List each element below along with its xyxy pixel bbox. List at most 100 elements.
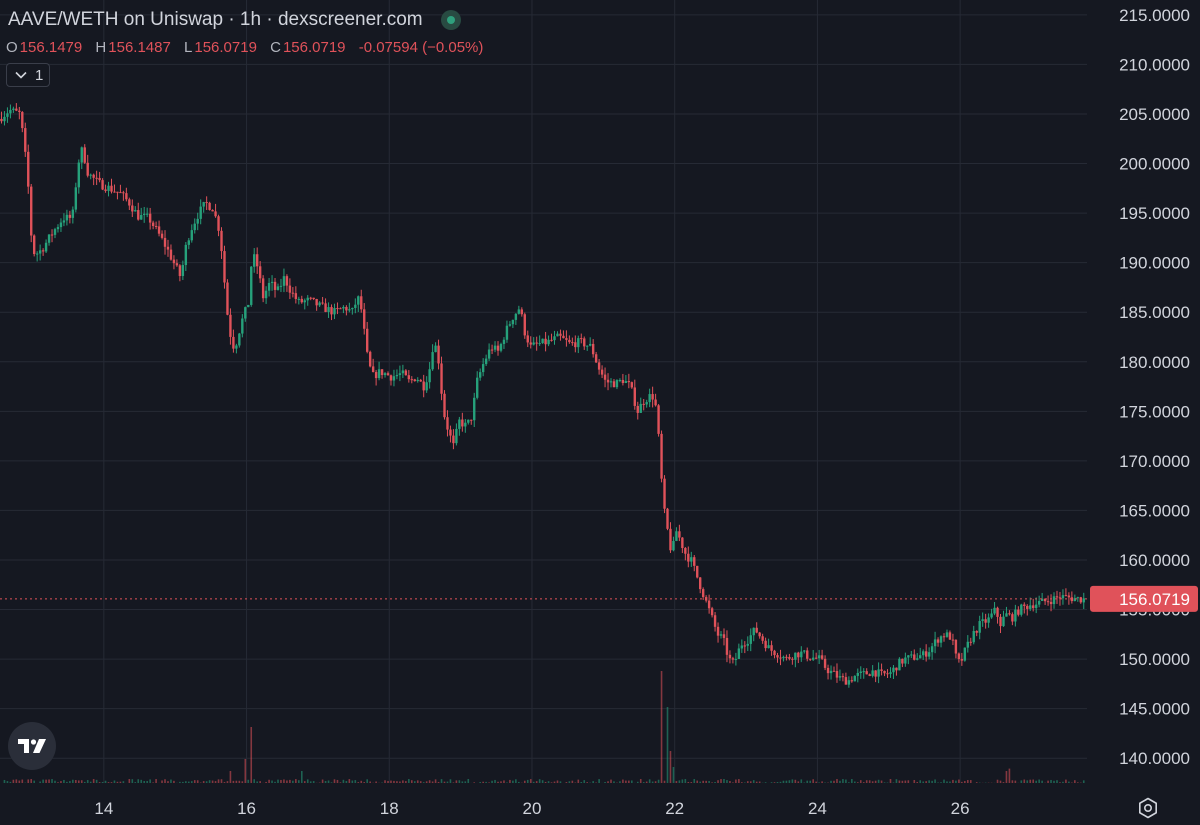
candle-body [294, 293, 298, 300]
series-collapse-button[interactable]: 1 [6, 63, 50, 87]
candle-body [823, 658, 827, 668]
volume-bar [455, 780, 458, 783]
candle-body [98, 177, 101, 181]
volume-bar [717, 780, 719, 783]
candle-body [624, 381, 628, 384]
volume-bar [45, 779, 47, 783]
candle-body [811, 657, 815, 660]
candle-body [755, 627, 758, 633]
volume-bar [428, 780, 431, 783]
candle-body [1005, 613, 1008, 617]
candle-body [377, 369, 381, 379]
candle-body [53, 229, 57, 235]
volume-bar [503, 780, 505, 783]
candle-body [487, 349, 491, 359]
candle-body [32, 235, 36, 255]
candle-body [669, 528, 672, 551]
candle-body [258, 266, 262, 279]
candle-body [969, 641, 972, 643]
volume-bar [211, 780, 214, 783]
candle-body [829, 670, 833, 674]
volume-bar [437, 781, 440, 783]
candle-body [416, 379, 419, 382]
time-axis[interactable]: 14 16 18 20 22 24 26 [94, 799, 969, 818]
candle-body [633, 387, 636, 406]
candle-body [758, 632, 761, 637]
volume-bar [303, 781, 306, 783]
volume-bar [604, 782, 606, 783]
volume-bar [39, 781, 41, 783]
candle-body [217, 216, 220, 231]
volume-bar [518, 781, 520, 783]
x-tick-label: 24 [808, 799, 827, 818]
volume-bar [830, 780, 832, 783]
volume-bar [889, 779, 892, 783]
chart-title-row: AAVE/WETH on Uniswap · 1h · dexscreener.… [8, 9, 461, 31]
volume-bar [934, 779, 936, 783]
candle-body [713, 615, 717, 627]
candle-body [166, 246, 170, 250]
volume-bar [862, 782, 865, 783]
volume-bar [779, 781, 782, 783]
candle-body [502, 339, 506, 344]
volume-bar [375, 781, 377, 783]
candle-body [627, 381, 631, 383]
candle-body [678, 531, 681, 538]
volume-bar [1026, 780, 1029, 783]
candle-body [1014, 609, 1017, 622]
candle-body [175, 263, 179, 266]
candle-body [1058, 597, 1062, 599]
volume-bar [613, 781, 615, 783]
volume-bar [639, 779, 642, 783]
candle-body [921, 651, 925, 656]
x-tick-label: 14 [94, 799, 113, 818]
volume-bar [348, 779, 351, 783]
volume-bar [702, 780, 704, 783]
candle-body [794, 652, 797, 660]
volume-bar [883, 782, 886, 783]
volume-bar [684, 779, 687, 783]
volume-bar [146, 780, 148, 783]
candle-body [597, 362, 601, 370]
y-tick-label: 195.0000 [1119, 204, 1190, 223]
candle-body [838, 676, 842, 678]
chart-settings-icon[interactable] [1136, 796, 1160, 820]
candle-body [520, 309, 524, 315]
volume-bar [672, 767, 675, 783]
price-axis[interactable]: 140.0000145.0000150.0000155.0000160.0000… [1119, 6, 1190, 768]
candle-body [556, 333, 559, 337]
candle-body [395, 374, 399, 377]
candle-body [270, 281, 274, 283]
tradingview-logo-icon[interactable] [8, 722, 56, 770]
volume-bar [363, 782, 366, 783]
candle-body [496, 345, 500, 351]
candle-body [663, 478, 666, 509]
candle-body [990, 613, 993, 618]
volume-bar [651, 781, 654, 783]
volume-bar [185, 781, 187, 783]
candle-body [65, 214, 69, 221]
volume-bar [586, 782, 589, 783]
candle-body [517, 309, 521, 314]
candle-body [687, 553, 690, 562]
candle-body [273, 281, 277, 290]
candle-body [68, 214, 72, 218]
volume-bar [321, 779, 324, 783]
candle-body [1011, 614, 1014, 622]
candle-body [74, 187, 78, 210]
candle-body [954, 639, 958, 654]
volume-bar [776, 782, 779, 783]
candle-body [327, 307, 330, 313]
volume-bar [384, 780, 386, 783]
volume-bar [366, 779, 368, 783]
volume-bar [1082, 780, 1085, 783]
candle-body [247, 304, 250, 308]
volume-bar [292, 780, 294, 783]
volume-bar [298, 780, 300, 783]
candle-body [1037, 601, 1041, 605]
candle-body [773, 650, 776, 656]
candle-body [157, 226, 161, 234]
volume-bar [669, 751, 672, 783]
volume-bar [610, 779, 612, 783]
